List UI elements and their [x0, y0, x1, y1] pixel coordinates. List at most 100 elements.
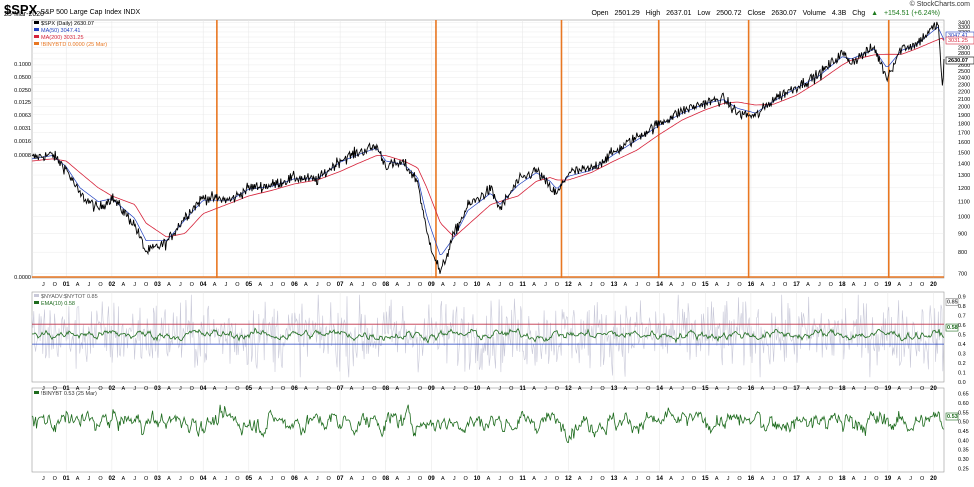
- month-tick-label: J: [179, 386, 182, 392]
- price-tick-label: 1100: [958, 200, 970, 206]
- year-tick-label: 02: [109, 386, 116, 392]
- month-tick-label: J: [42, 282, 45, 288]
- month-tick-label: J: [727, 386, 730, 392]
- breadth-tick-label: 0.1: [958, 371, 966, 377]
- price-badge-label: 3047.41: [948, 33, 968, 39]
- month-tick-label: O: [281, 282, 286, 288]
- price-tick-label: 700: [958, 271, 967, 277]
- close-label: Close: [747, 10, 766, 17]
- month-tick-label: J: [407, 386, 410, 392]
- legend-swatch: [34, 28, 39, 31]
- month-tick-label: A: [121, 386, 125, 392]
- year-tick-label: 01: [63, 386, 70, 392]
- month-tick-label: O: [53, 476, 58, 482]
- month-tick-label: J: [225, 476, 228, 482]
- breadth-tick-label: 0.4: [958, 342, 966, 348]
- month-tick-label: O: [53, 386, 58, 392]
- month-tick-label: J: [681, 476, 684, 482]
- month-tick-label: J: [453, 476, 456, 482]
- month-tick-label: J: [316, 476, 319, 482]
- month-tick-label: A: [487, 476, 491, 482]
- month-tick-label: J: [590, 282, 593, 288]
- month-tick-label: J: [42, 476, 45, 482]
- month-tick-label: J: [544, 386, 547, 392]
- month-tick-label: O: [98, 386, 103, 392]
- index-name: S&P 500 Large Cap Index INDX: [40, 9, 141, 16]
- signal-tick-label: 0.0031: [14, 126, 31, 132]
- month-tick-label: A: [578, 282, 582, 288]
- price-legend-item: $SPX (Daily) 2630.07: [41, 21, 94, 27]
- price-tick-label: 1600: [958, 140, 970, 146]
- month-tick-label: A: [806, 282, 810, 288]
- year-tick-label: 14: [656, 476, 663, 482]
- month-tick-label: O: [920, 282, 925, 288]
- price-panel: [31, 19, 945, 279]
- month-tick-label: A: [258, 476, 262, 482]
- chg-label: Chg: [852, 10, 866, 17]
- month-tick-label: O: [463, 386, 468, 392]
- quote-bar: Open 2501.29 High 2637.01 Low 2500.72 Cl…: [587, 10, 940, 17]
- price-legend-item: !BINYBTD 0.0000 (25 Mar): [41, 42, 107, 48]
- signal-tick-label: 0.0500: [14, 75, 31, 81]
- month-tick-label: A: [213, 386, 217, 392]
- year-tick-label: 06: [291, 476, 298, 482]
- month-tick-label: A: [715, 386, 719, 392]
- month-tick-label: A: [624, 476, 628, 482]
- month-tick-label: O: [190, 476, 195, 482]
- month-tick-label: J: [362, 386, 365, 392]
- breadth-tick-label: 0.2: [958, 361, 966, 367]
- month-tick-label: J: [818, 386, 821, 392]
- month-tick-label: A: [258, 282, 262, 288]
- year-tick-label: 05: [245, 386, 252, 392]
- breadth-badge-label: 0.85: [947, 299, 958, 305]
- month-tick-label: O: [920, 476, 925, 482]
- month-tick-label: J: [42, 386, 45, 392]
- month-tick-label: J: [681, 386, 684, 392]
- year-tick-label: 17: [793, 386, 800, 392]
- month-tick-label: O: [874, 476, 879, 482]
- month-tick-label: J: [772, 476, 775, 482]
- month-tick-label: J: [316, 386, 319, 392]
- binybt-tick-label: 0.25: [958, 466, 969, 472]
- month-tick-label: A: [578, 386, 582, 392]
- month-tick-label: O: [144, 476, 149, 482]
- month-tick-label: J: [407, 282, 410, 288]
- month-tick-label: A: [487, 386, 491, 392]
- legend-swatch: [34, 35, 39, 38]
- month-tick-label: O: [418, 282, 423, 288]
- year-tick-label: 10: [474, 386, 481, 392]
- month-tick-label: O: [783, 476, 788, 482]
- year-tick-label: 07: [337, 386, 344, 392]
- month-tick-label: J: [635, 476, 638, 482]
- nyadv-line: [31, 294, 944, 378]
- month-tick-label: O: [281, 386, 286, 392]
- month-tick-label: A: [532, 386, 536, 392]
- year-tick-label: 04: [200, 386, 207, 392]
- month-tick-label: J: [362, 282, 365, 288]
- month-tick-label: O: [235, 476, 240, 482]
- price-tick-label: 2500: [958, 69, 970, 75]
- open-label: Open: [591, 10, 609, 17]
- month-tick-label: O: [372, 282, 377, 288]
- breadth-tick-label: 0.6: [958, 323, 966, 329]
- month-tick-label: O: [509, 282, 514, 288]
- month-tick-label: J: [864, 282, 867, 288]
- binybt-tick-label: 0.50: [958, 420, 969, 426]
- year-tick-label: 02: [109, 282, 116, 288]
- binybt-tick-label: 0.35: [958, 448, 969, 454]
- month-tick-label: O: [920, 386, 925, 392]
- month-tick-label: A: [897, 282, 901, 288]
- month-tick-label: A: [395, 282, 399, 288]
- month-tick-label: A: [121, 476, 125, 482]
- breadth-tick-label: 0.7: [958, 314, 966, 320]
- month-tick-label: A: [304, 476, 308, 482]
- high-value: 2637.01: [666, 10, 692, 17]
- year-tick-label: 12: [565, 282, 572, 288]
- month-tick-label: J: [270, 386, 273, 392]
- ema-line: [31, 327, 945, 344]
- month-tick-label: O: [235, 386, 240, 392]
- signal-tick-label: 0.1000: [14, 62, 31, 68]
- month-tick-label: J: [544, 476, 547, 482]
- month-tick-label: O: [144, 386, 149, 392]
- month-tick-label: A: [806, 476, 810, 482]
